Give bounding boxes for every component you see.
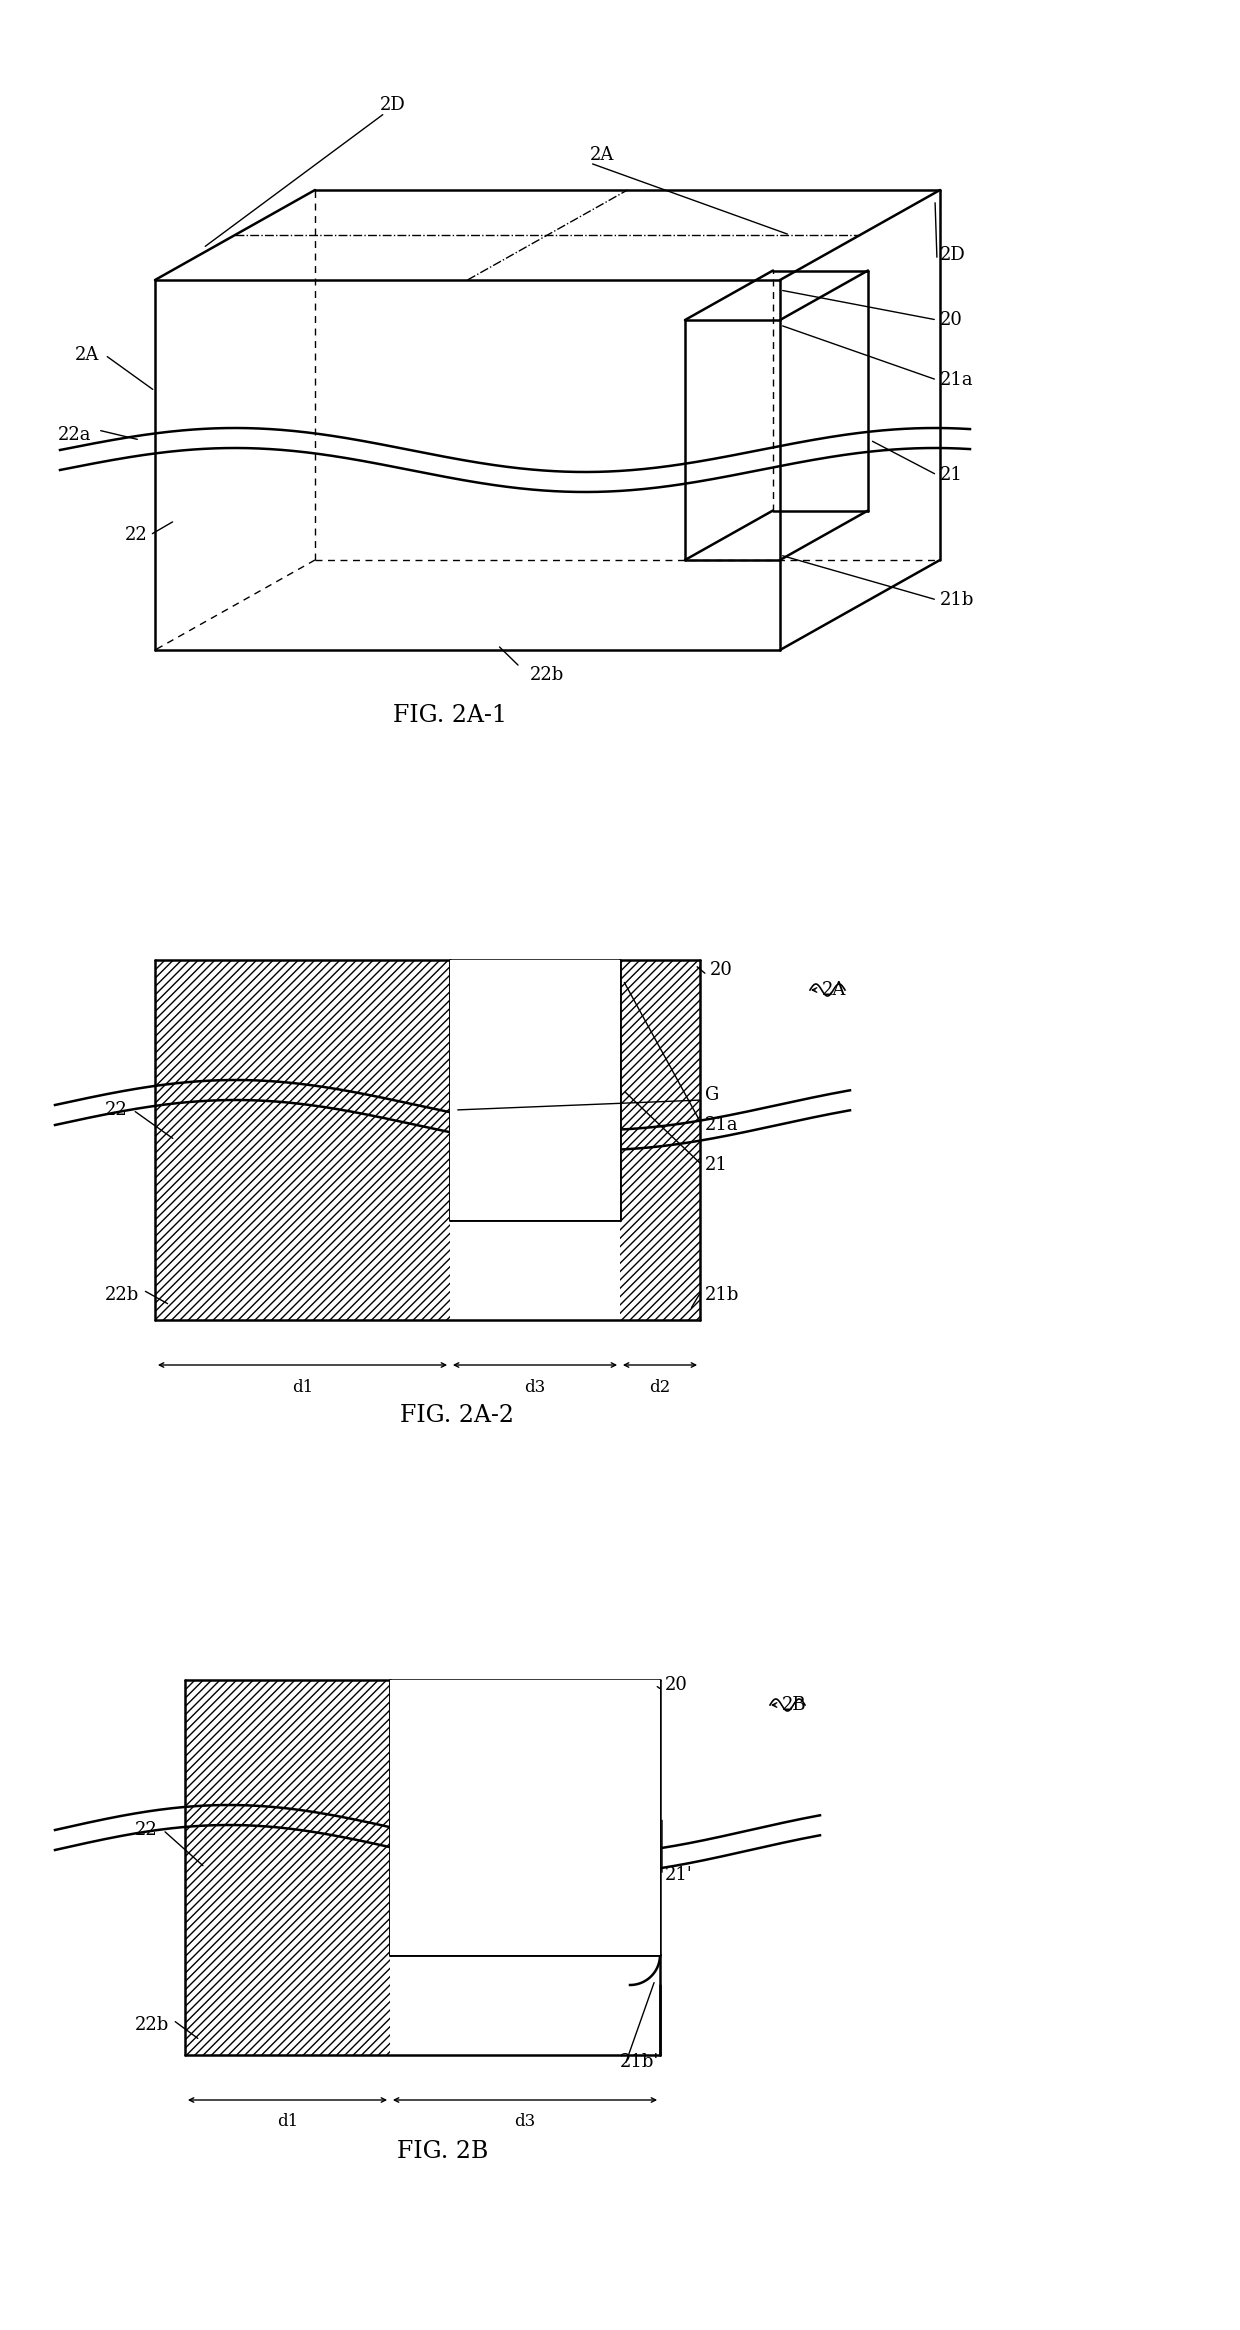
Text: FIG. 2A-2: FIG. 2A-2: [401, 1403, 515, 1426]
Bar: [391, 1680, 660, 1955]
Text: G: G: [706, 1086, 719, 1104]
Bar: [155, 960, 450, 1321]
Text: 22b: 22b: [135, 2015, 169, 2034]
Bar: [450, 960, 620, 1221]
Text: 21b: 21b: [940, 592, 975, 608]
Text: 2D: 2D: [379, 96, 405, 114]
Text: d1: d1: [277, 2113, 298, 2130]
Text: 2D: 2D: [940, 247, 966, 263]
Text: 20: 20: [940, 310, 963, 329]
Text: 20: 20: [665, 1675, 688, 1694]
Text: 2A: 2A: [590, 147, 614, 163]
Text: d3: d3: [525, 1379, 546, 1396]
Text: 21b: 21b: [706, 1286, 739, 1305]
Text: 22b: 22b: [105, 1286, 139, 1305]
Text: 22: 22: [135, 1822, 157, 1838]
Text: 2A: 2A: [822, 981, 847, 1000]
Text: d2: d2: [650, 1379, 671, 1396]
Text: 21': 21': [665, 1866, 693, 1885]
Text: FIG. 2A-1: FIG. 2A-1: [393, 704, 507, 727]
Text: 20: 20: [711, 960, 733, 979]
Text: 22a: 22a: [58, 426, 92, 445]
Text: d1: d1: [291, 1379, 314, 1396]
Text: 21: 21: [706, 1156, 728, 1174]
Text: 21: 21: [940, 466, 963, 485]
Text: 21a: 21a: [940, 370, 973, 389]
Text: 22: 22: [105, 1102, 128, 1118]
Text: 21b': 21b': [620, 2053, 660, 2071]
Text: 2A: 2A: [74, 345, 99, 363]
Text: 22b: 22b: [529, 666, 564, 685]
Text: d3: d3: [515, 2113, 536, 2130]
Text: 21a: 21a: [706, 1116, 739, 1135]
Bar: [185, 1680, 391, 2055]
Text: 2B: 2B: [782, 1696, 807, 1715]
Text: 22: 22: [125, 527, 148, 543]
Text: FIG. 2B: FIG. 2B: [397, 2141, 489, 2165]
Bar: [620, 960, 701, 1321]
